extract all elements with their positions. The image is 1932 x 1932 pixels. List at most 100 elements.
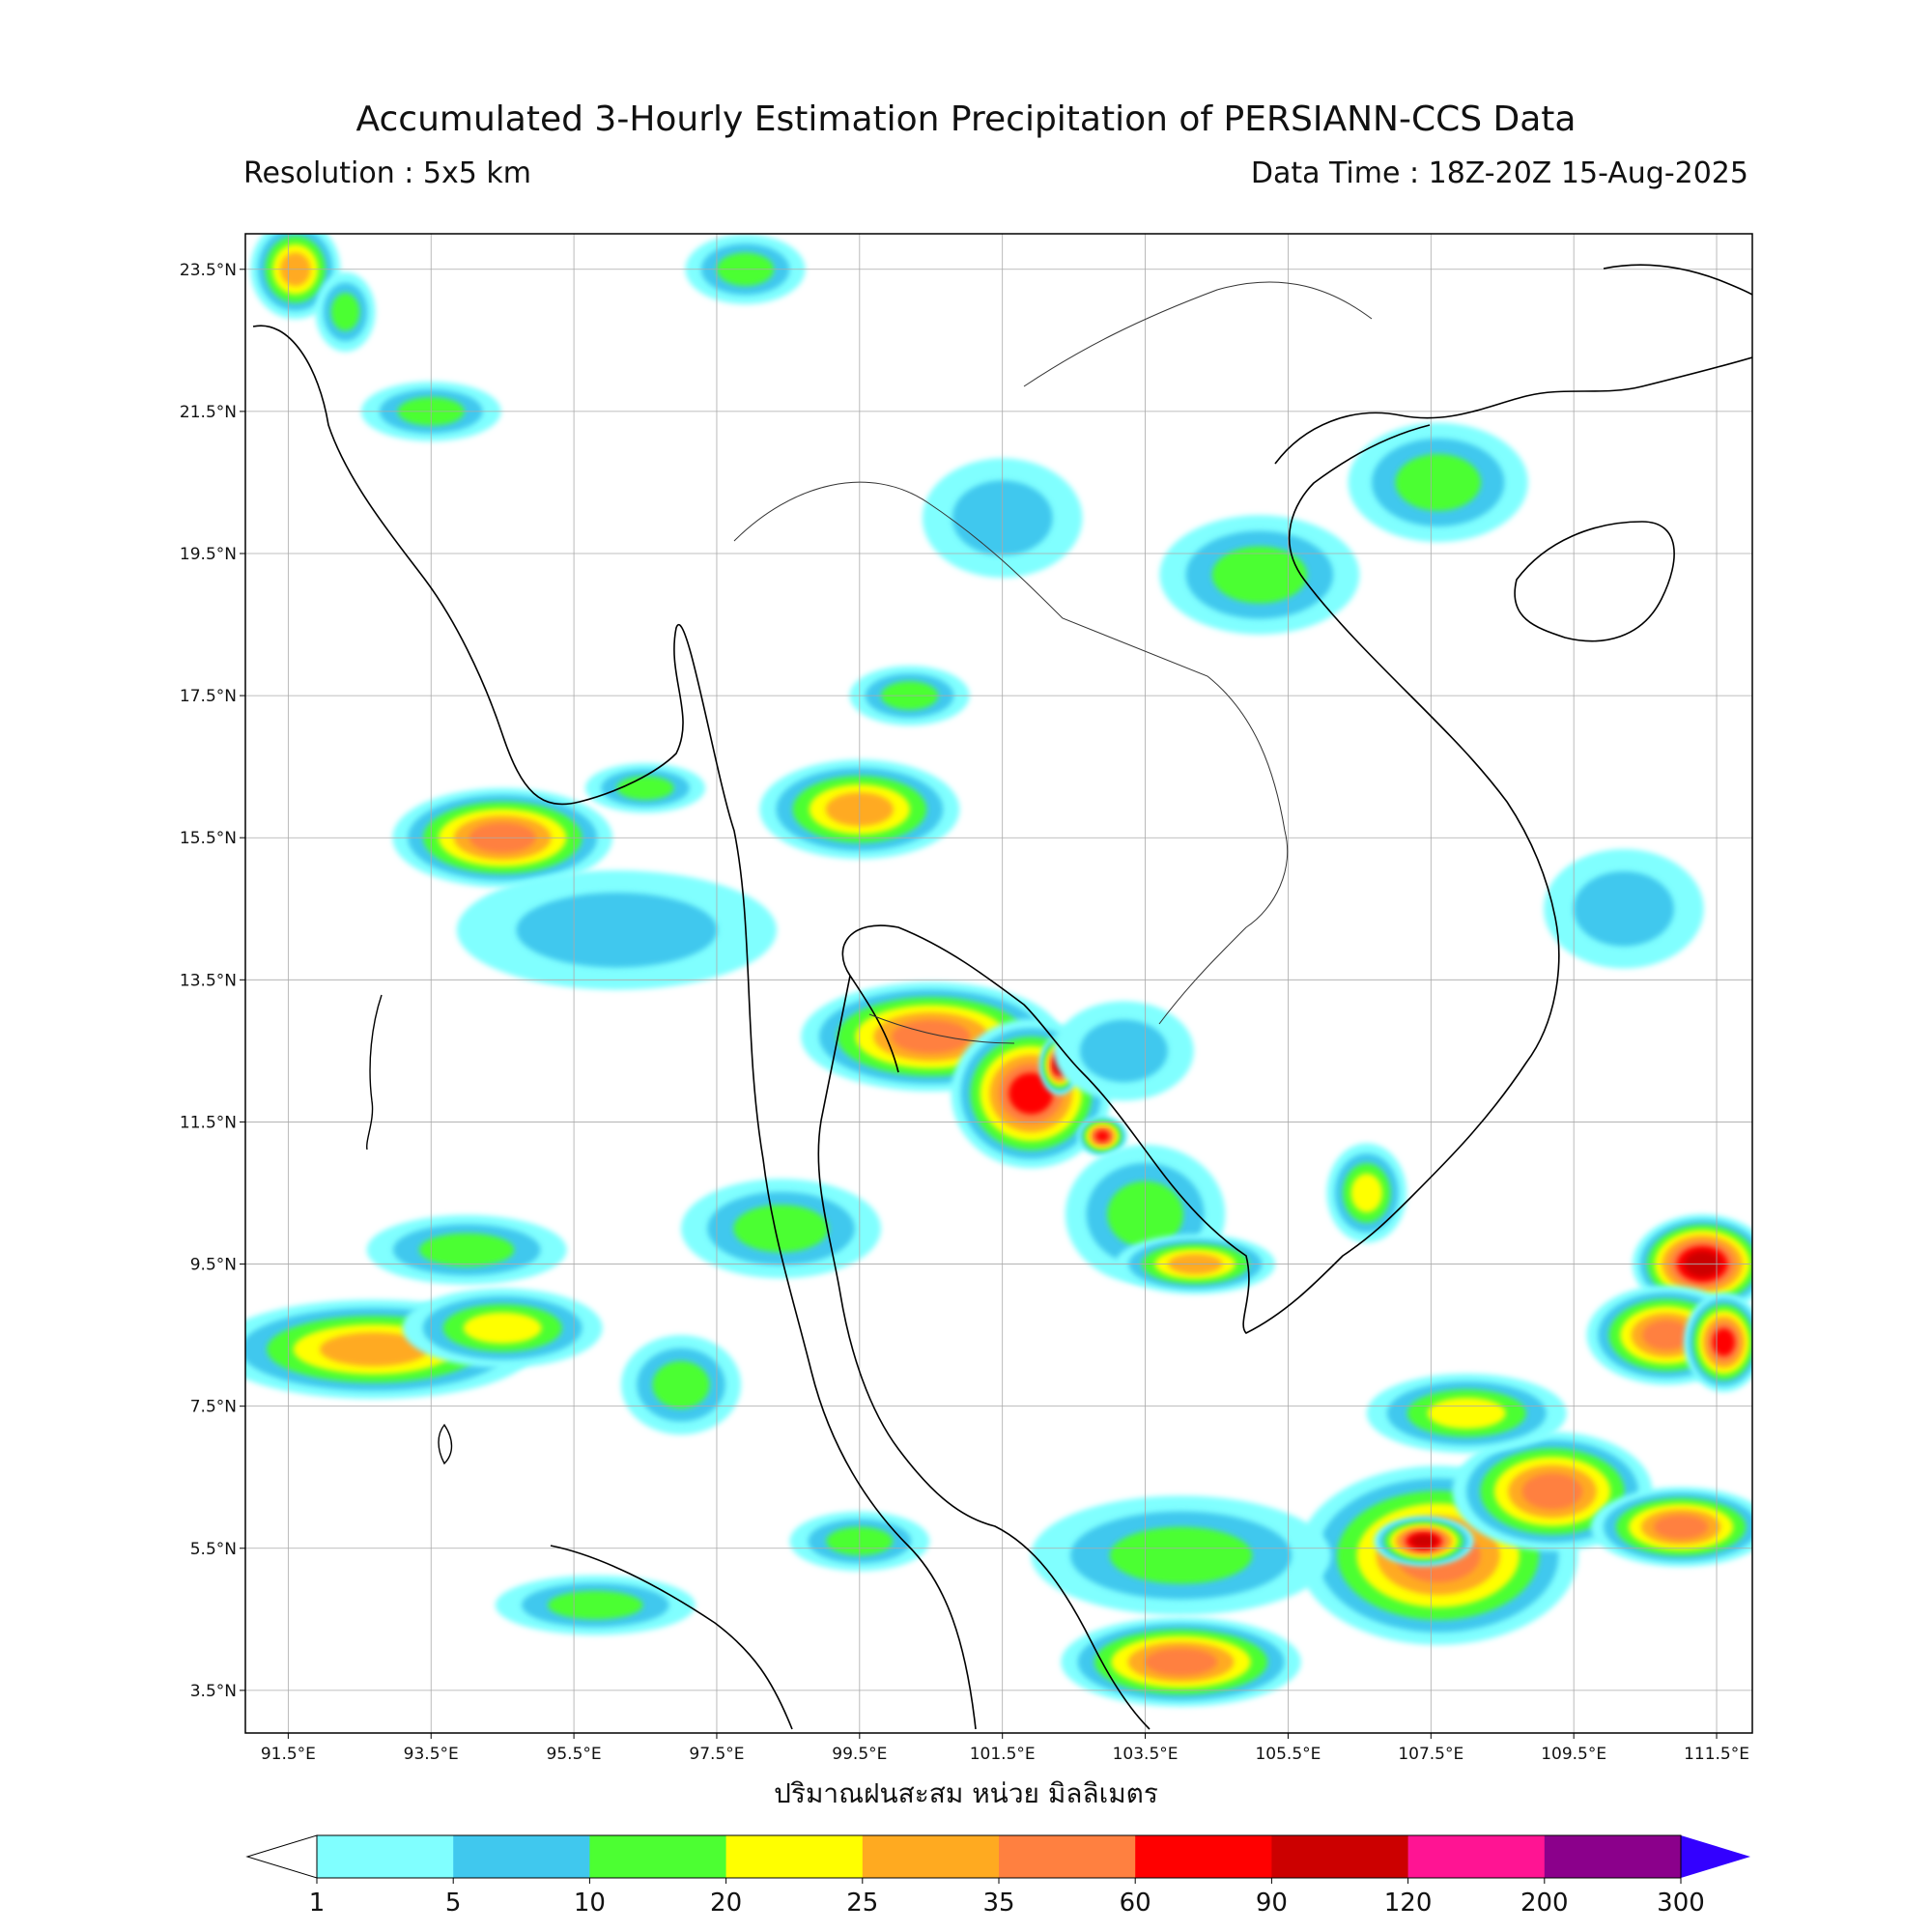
colorbar-segment	[453, 1835, 590, 1878]
colorbar-segment	[862, 1835, 1000, 1878]
rain-contour	[1144, 1648, 1218, 1676]
rain-contour	[1009, 1072, 1054, 1115]
longitude-ticks: 91.5°E 93.5°E 95.5°E 97.5°E 99.5°E 101.5°E 103…	[261, 1733, 1749, 1764]
colorbar-segment	[1271, 1835, 1409, 1878]
lat-tick-label: 7.5°N	[190, 1398, 237, 1417]
rain-cell	[495, 1575, 696, 1635]
rain-contour	[1410, 1534, 1437, 1548]
rain-contour	[1653, 1515, 1709, 1540]
lon-tick-label: 91.5°E	[261, 1745, 316, 1764]
coastline-cambodia-vietnam	[1158, 424, 1560, 1334]
rain-cell	[620, 1335, 742, 1435]
rain-contour	[1211, 546, 1308, 604]
coastline-thailand-gulf	[841, 924, 1160, 1170]
rain-cell	[1053, 1001, 1194, 1101]
data-time-label: Data Time : 18Z-20Z 15-Aug-2025	[1250, 156, 1748, 190]
lon-tick-label: 93.5°E	[404, 1745, 459, 1764]
lat-tick-label: 15.5°N	[180, 829, 237, 848]
rain-contour	[548, 1590, 643, 1620]
coastline-peninsula	[817, 975, 1151, 1730]
rain-cell	[1077, 1116, 1128, 1156]
rain-contour	[1573, 870, 1674, 947]
rain-contour	[1079, 1019, 1168, 1083]
rain-contour	[1712, 1328, 1735, 1356]
lon-tick-label: 99.5°E	[832, 1745, 887, 1764]
rain-contour	[1642, 1320, 1691, 1350]
lat-tick-label: 9.5°N	[190, 1256, 237, 1275]
rain-contour	[330, 293, 360, 331]
map-title: Accumulated 3-Hourly Estimation Precipit…	[355, 99, 1577, 139]
lon-tick-label: 103.5°E	[1113, 1745, 1179, 1764]
rain-cell	[366, 1214, 567, 1285]
colorbar-segment	[725, 1835, 864, 1878]
island-andaman	[366, 994, 383, 1151]
rain-contour	[1427, 1397, 1506, 1430]
rain-cell	[315, 271, 376, 353]
colorbar-label: 90	[1256, 1889, 1288, 1918]
colorbar-label: 120	[1384, 1889, 1433, 1918]
lat-tick-label: 19.5°N	[180, 545, 237, 564]
colorbar-segment	[1135, 1835, 1272, 1878]
coastline-china	[1274, 356, 1752, 465]
colorbar-label: 20	[710, 1889, 742, 1918]
lon-tick-label: 109.5°E	[1541, 1745, 1606, 1764]
rain-contour	[1095, 1130, 1110, 1142]
colorbar-segment	[589, 1835, 727, 1878]
rain-contour	[1350, 1173, 1382, 1213]
rain-contour	[1521, 1473, 1583, 1510]
lat-tick-label: 5.5°N	[190, 1540, 237, 1559]
rain-cell	[1348, 422, 1528, 543]
resolution-label: Resolution : 5x5 km	[243, 156, 531, 190]
lon-tick-label: 101.5°E	[970, 1745, 1036, 1764]
coastline-layer	[252, 264, 1752, 1730]
rain-cell	[584, 762, 706, 813]
latitude-ticks: 23.5°N 21.5°N 19.5°N 17.5°N 15.5°N 13.5°N 11.5…	[180, 261, 245, 1701]
rain-cell	[1031, 1495, 1331, 1615]
rain-cell	[1366, 1373, 1567, 1454]
lat-tick-label: 13.5°N	[180, 971, 237, 990]
plot-frame	[244, 233, 1753, 1734]
rain-cell	[1374, 1516, 1474, 1567]
rain-contour	[1395, 454, 1481, 511]
colorbar-label: 1	[309, 1889, 326, 1918]
rain-contour	[1109, 1526, 1253, 1584]
rain-cell	[360, 381, 501, 441]
colorbar-segment	[999, 1835, 1136, 1878]
colorbar-label: 60	[1120, 1889, 1151, 1918]
grid-lines	[245, 234, 1752, 1733]
colorbar: 1 5 10 20 25 35 60 90 120 200 300	[245, 1834, 1750, 1918]
rain-contour	[652, 1361, 710, 1409]
country-borders	[733, 281, 1373, 1044]
colorbar-label: 200	[1520, 1889, 1569, 1918]
colorbar-label: 35	[982, 1889, 1014, 1918]
rain-cell	[402, 1288, 603, 1368]
colorbar-segment	[317, 1835, 454, 1878]
rain-layer	[245, 234, 1752, 1707]
rain-cell	[1159, 515, 1360, 635]
coastline-china-north	[1603, 264, 1752, 296]
colorbar-label: 300	[1657, 1889, 1705, 1918]
colorbar-under-arrow	[245, 1834, 318, 1879]
x-axis-title: ปริมาณฝนสะสม หน่วย มิลลิเมตร	[774, 1777, 1158, 1809]
lat-tick-label: 23.5°N	[180, 261, 237, 280]
rain-contour	[616, 776, 674, 800]
lat-tick-label: 17.5°N	[180, 687, 237, 706]
lon-tick-label: 105.5°E	[1255, 1745, 1321, 1764]
rain-cell	[1544, 848, 1704, 969]
island-nicobar	[438, 1423, 453, 1465]
lon-tick-label: 97.5°E	[689, 1745, 744, 1764]
colorbar-segment	[1544, 1835, 1682, 1878]
rain-contour	[320, 1332, 429, 1367]
lat-tick-label: 11.5°N	[180, 1113, 237, 1132]
rain-cell	[1590, 1487, 1752, 1567]
rain-contour	[516, 893, 718, 968]
colorbar-segment	[1407, 1835, 1546, 1878]
rain-cell	[1061, 1617, 1301, 1707]
lon-tick-label: 107.5°E	[1398, 1745, 1463, 1764]
lon-tick-label: 95.5°E	[547, 1745, 602, 1764]
rain-cell	[685, 234, 806, 304]
rain-contour	[463, 1312, 542, 1344]
colorbar-label: 10	[574, 1889, 606, 1918]
rain-cell	[1326, 1143, 1407, 1243]
lon-tick-label: 111.5°E	[1684, 1745, 1749, 1764]
